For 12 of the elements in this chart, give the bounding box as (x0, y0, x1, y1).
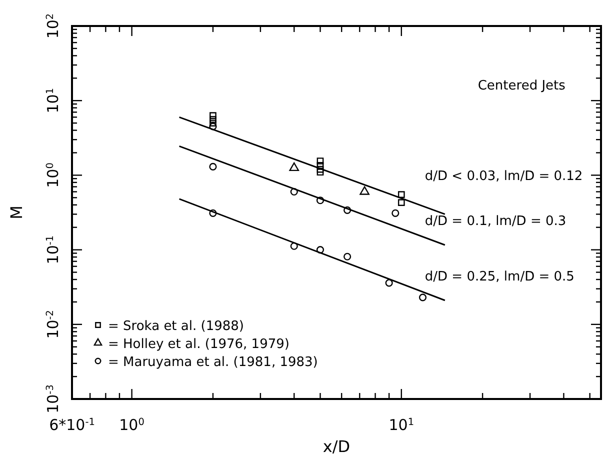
annotation: d/D < 0.03, lm/D = 0.12 (424, 169, 583, 184)
x-tick-label: 10$^{1}$ (388, 416, 414, 434)
annotation: d/D = 0.25, lm/D = 0.5 (424, 269, 574, 284)
x-tick-label: 6*10$^{-1}$ (49, 416, 95, 434)
annotation: d/D = 0.1, lm/D = 0.3 (424, 214, 566, 229)
legend-label: = Holley et al. (1976, 1979) (108, 337, 290, 352)
y-axis-title: M (7, 206, 26, 220)
x-axis-title: x/D (322, 437, 350, 456)
legend-label: = Sroka et al. (1988) (108, 319, 244, 334)
annotation: Centered Jets (478, 78, 566, 94)
x-tick-label: 10$^{0}$ (119, 416, 144, 434)
legend-label: = Maruyama et al. (1981, 1983) (108, 355, 318, 370)
